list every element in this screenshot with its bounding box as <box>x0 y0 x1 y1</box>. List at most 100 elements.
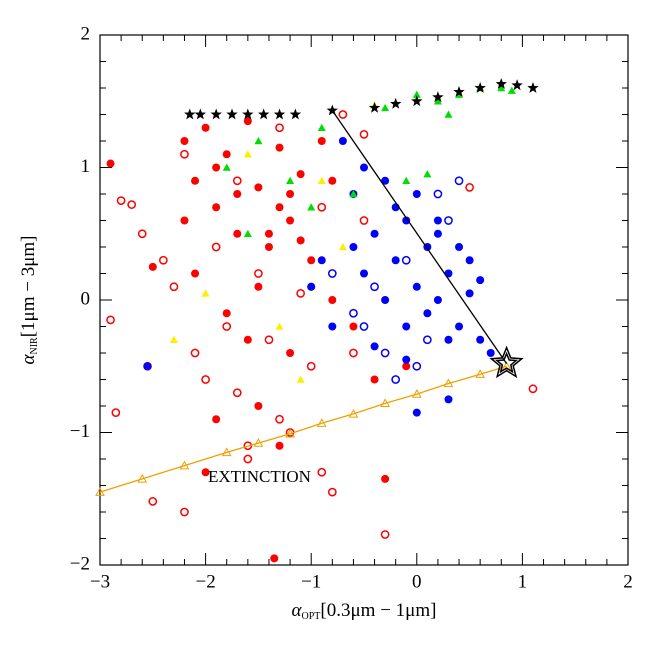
point <box>137 473 148 483</box>
x-tick-label: −2 <box>195 571 215 592</box>
point <box>222 163 231 171</box>
point <box>254 269 263 278</box>
point <box>370 375 379 384</box>
point <box>328 176 337 185</box>
point <box>159 255 168 265</box>
y-tick-label: 2 <box>81 23 91 44</box>
point <box>432 91 444 103</box>
point <box>201 289 210 297</box>
point <box>95 487 105 496</box>
point <box>359 216 369 225</box>
y-tick-label: 0 <box>81 288 91 309</box>
point <box>307 203 316 211</box>
point <box>433 189 443 199</box>
point <box>370 342 379 351</box>
point <box>465 183 474 192</box>
point <box>243 117 252 126</box>
x-label-symbol: α <box>292 600 303 621</box>
point <box>507 86 516 94</box>
point <box>338 243 347 251</box>
point <box>433 97 442 105</box>
point <box>212 203 221 212</box>
point <box>411 389 422 398</box>
point <box>179 460 190 470</box>
point <box>254 282 263 291</box>
annotation: EXTINCTION <box>208 467 311 486</box>
x-tick-label: 0 <box>412 571 422 592</box>
star-inner <box>495 351 518 374</box>
point <box>180 507 189 517</box>
point <box>390 97 402 109</box>
point <box>360 163 368 172</box>
point <box>465 289 474 298</box>
point <box>317 467 327 477</box>
point <box>180 137 189 145</box>
point <box>111 408 121 417</box>
x-label-range: [0.3μm − 1μm] <box>320 600 436 621</box>
point <box>127 200 137 209</box>
point <box>201 468 210 477</box>
point <box>222 322 232 331</box>
point <box>444 216 453 225</box>
point <box>306 361 316 371</box>
y-tick-label: 1 <box>81 156 91 177</box>
x-tick-label: −3 <box>90 571 110 592</box>
line <box>99 365 507 493</box>
point <box>317 202 327 212</box>
point <box>254 137 263 145</box>
point <box>423 170 432 178</box>
point <box>359 130 369 139</box>
point <box>169 282 179 292</box>
point <box>402 322 411 331</box>
point <box>349 190 358 198</box>
point <box>527 82 539 93</box>
star-outer <box>489 345 524 379</box>
point <box>511 79 523 91</box>
x-tick-label: 2 <box>623 571 633 592</box>
point <box>423 335 432 345</box>
point <box>402 176 411 184</box>
x-tick-label: 1 <box>518 571 528 592</box>
point <box>326 104 338 116</box>
point <box>348 408 359 418</box>
point <box>148 497 158 506</box>
point <box>254 402 263 410</box>
point <box>194 108 206 120</box>
point <box>270 554 279 563</box>
plot-frame <box>99 34 629 566</box>
point <box>360 269 368 278</box>
point <box>116 196 126 205</box>
point <box>275 441 284 450</box>
y-label-range: [1μm − 3μm] <box>18 235 39 337</box>
point <box>359 322 369 331</box>
point <box>370 229 379 238</box>
point <box>180 216 189 225</box>
point <box>349 322 358 331</box>
y-tick-label: −1 <box>70 421 90 442</box>
point <box>316 418 327 427</box>
point <box>465 256 474 265</box>
point <box>338 137 347 145</box>
point <box>327 269 337 278</box>
point <box>412 361 422 371</box>
point <box>275 143 284 152</box>
point <box>258 108 270 120</box>
point <box>212 163 221 172</box>
point <box>528 384 538 394</box>
point <box>210 108 222 120</box>
point <box>242 108 254 120</box>
point <box>411 95 423 107</box>
point <box>391 256 400 265</box>
point <box>212 415 221 424</box>
point <box>489 345 524 379</box>
point <box>184 108 196 120</box>
point <box>328 322 337 331</box>
point <box>307 282 316 291</box>
point <box>391 375 401 384</box>
point <box>264 335 274 345</box>
point <box>381 103 390 112</box>
point <box>148 262 157 271</box>
point <box>307 256 316 265</box>
y-label-symbol: α <box>18 354 39 365</box>
point <box>412 190 421 198</box>
